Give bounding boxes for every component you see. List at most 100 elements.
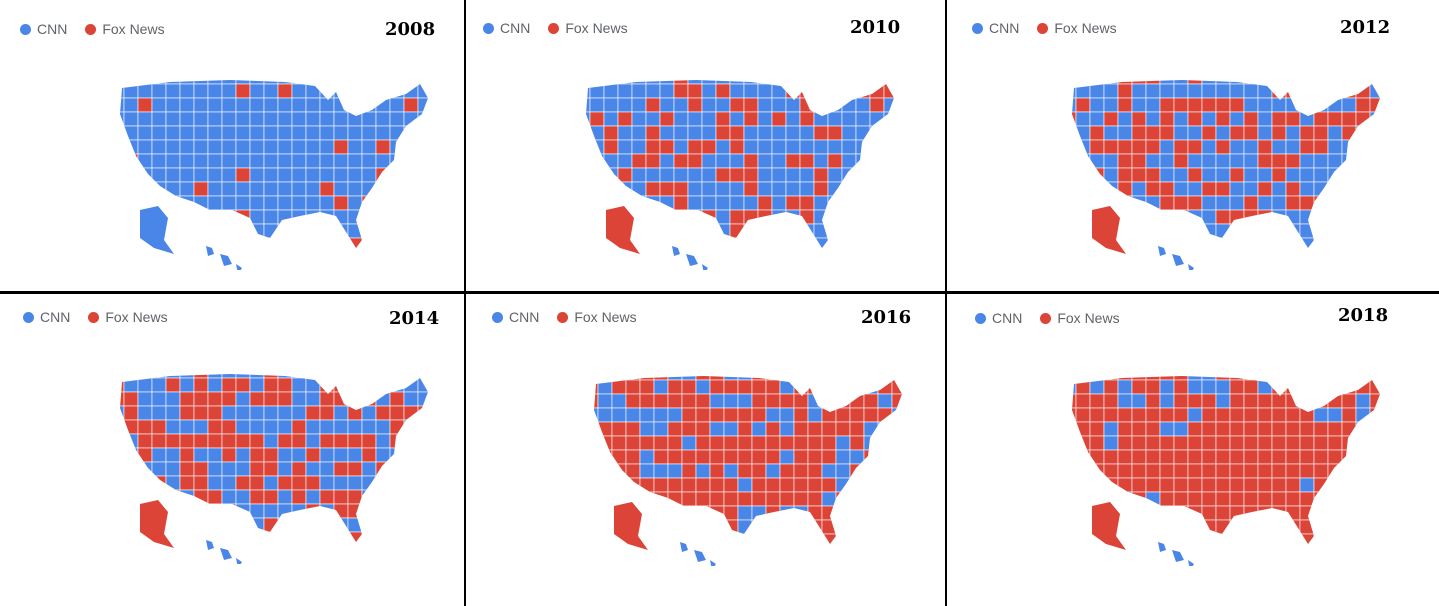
media-market-region[interactable]: [263, 517, 279, 533]
media-market-region[interactable]: [589, 237, 605, 252]
media-market-region[interactable]: [347, 209, 363, 225]
media-market-region[interactable]: [576, 70, 591, 85]
media-market-region[interactable]: [418, 252, 432, 266]
media-market-region[interactable]: [794, 548, 808, 562]
media-market-region[interactable]: [417, 517, 432, 533]
media-market-region[interactable]: [584, 533, 599, 548]
media-market-region[interactable]: [1145, 83, 1161, 99]
media-market-region[interactable]: [1075, 366, 1091, 381]
media-market-region[interactable]: [793, 533, 809, 548]
media-market-region[interactable]: [715, 83, 731, 99]
media-market-region[interactable]: [137, 405, 153, 421]
media-market-region[interactable]: [194, 266, 208, 270]
media-market-region[interactable]: [1131, 421, 1147, 437]
media-market-region[interactable]: [1299, 167, 1315, 183]
media-market-region[interactable]: [835, 449, 851, 465]
media-market-region[interactable]: [375, 139, 391, 155]
media-market-region[interactable]: [194, 252, 208, 266]
media-market-region[interactable]: [347, 83, 363, 99]
media-market-region[interactable]: [1159, 181, 1175, 197]
media-market-region[interactable]: [319, 377, 335, 393]
media-market-region[interactable]: [1216, 562, 1230, 566]
media-market-region[interactable]: [639, 393, 655, 409]
media-market-region[interactable]: [850, 562, 864, 566]
media-market-region[interactable]: [278, 252, 292, 266]
media-market-region[interactable]: [1384, 394, 1398, 408]
media-market-region[interactable]: [1257, 463, 1273, 479]
media-market-region[interactable]: [1173, 223, 1189, 239]
media-market-region[interactable]: [1062, 463, 1077, 479]
media-market-region[interactable]: [319, 531, 335, 546]
media-market-region[interactable]: [716, 252, 730, 266]
media-market-region[interactable]: [869, 125, 885, 141]
media-market-region[interactable]: [249, 83, 265, 99]
media-market-region[interactable]: [1285, 533, 1301, 548]
media-market-region[interactable]: [179, 70, 195, 85]
media-market-region[interactable]: [855, 125, 871, 141]
media-market-region[interactable]: [305, 223, 321, 239]
media-market-region[interactable]: [123, 475, 139, 491]
media-market-region[interactable]: [1131, 533, 1147, 548]
media-market-region[interactable]: [695, 435, 711, 451]
media-market-region[interactable]: [1341, 181, 1357, 197]
media-market-region[interactable]: [1243, 125, 1259, 141]
media-market-region[interactable]: [319, 419, 335, 435]
alaska-region[interactable]: [1092, 502, 1126, 550]
media-market-region[interactable]: [1327, 83, 1343, 99]
media-market-region[interactable]: [417, 447, 432, 463]
media-market-region[interactable]: [793, 505, 809, 521]
media-market-region[interactable]: [835, 421, 851, 437]
media-market-region[interactable]: [361, 391, 377, 407]
media-market-region[interactable]: [1187, 491, 1203, 507]
media-market-region[interactable]: [1089, 435, 1105, 451]
media-market-region[interactable]: [855, 97, 871, 113]
media-market-region[interactable]: [877, 393, 893, 409]
media-market-region[interactable]: [869, 83, 885, 99]
media-market-region[interactable]: [645, 139, 661, 155]
media-market-region[interactable]: [1313, 209, 1329, 225]
media-market-region[interactable]: [1215, 153, 1231, 169]
media-market-region[interactable]: [779, 435, 795, 451]
media-market-region[interactable]: [235, 405, 251, 421]
media-market-region[interactable]: [883, 237, 898, 252]
media-market-region[interactable]: [835, 463, 851, 479]
media-market-region[interactable]: [193, 503, 209, 519]
media-market-region[interactable]: [1131, 167, 1147, 183]
media-market-region[interactable]: [291, 153, 307, 169]
media-market-region[interactable]: [617, 139, 633, 155]
media-market-region[interactable]: [403, 125, 419, 141]
media-market-region[interactable]: [709, 435, 725, 451]
media-market-region[interactable]: [263, 209, 279, 225]
media-market-region[interactable]: [1201, 195, 1217, 211]
media-market-region[interactable]: [786, 252, 800, 266]
media-market-region[interactable]: [898, 210, 912, 224]
media-market-region[interactable]: [1201, 407, 1217, 423]
media-market-region[interactable]: [729, 195, 745, 211]
media-market-region[interactable]: [1187, 237, 1203, 252]
media-market-region[interactable]: [1271, 407, 1287, 423]
media-market-region[interactable]: [659, 111, 675, 127]
media-market-region[interactable]: [841, 139, 857, 155]
media-market-region[interactable]: [348, 560, 362, 564]
media-market-region[interactable]: [1215, 97, 1231, 113]
media-market-region[interactable]: [701, 111, 717, 127]
media-market-region[interactable]: [1313, 97, 1329, 113]
media-market-region[interactable]: [1341, 519, 1357, 535]
media-market-region[interactable]: [1173, 83, 1189, 99]
media-market-region[interactable]: [807, 519, 823, 535]
media-market-region[interactable]: [730, 252, 744, 266]
media-market-region[interactable]: [347, 517, 363, 533]
media-market-region[interactable]: [263, 461, 279, 477]
media-market-region[interactable]: [292, 546, 306, 560]
media-market-region[interactable]: [418, 560, 432, 564]
media-market-region[interactable]: [1229, 463, 1245, 479]
media-market-region[interactable]: [1187, 421, 1203, 437]
media-market-region[interactable]: [813, 181, 829, 197]
media-market-region[interactable]: [1229, 167, 1245, 183]
media-market-region[interactable]: [626, 548, 640, 562]
media-market-region[interactable]: [1089, 97, 1105, 113]
media-market-region[interactable]: [320, 252, 334, 266]
media-market-region[interactable]: [1062, 548, 1076, 562]
media-market-region[interactable]: [659, 223, 675, 239]
media-market-region[interactable]: [863, 491, 879, 507]
